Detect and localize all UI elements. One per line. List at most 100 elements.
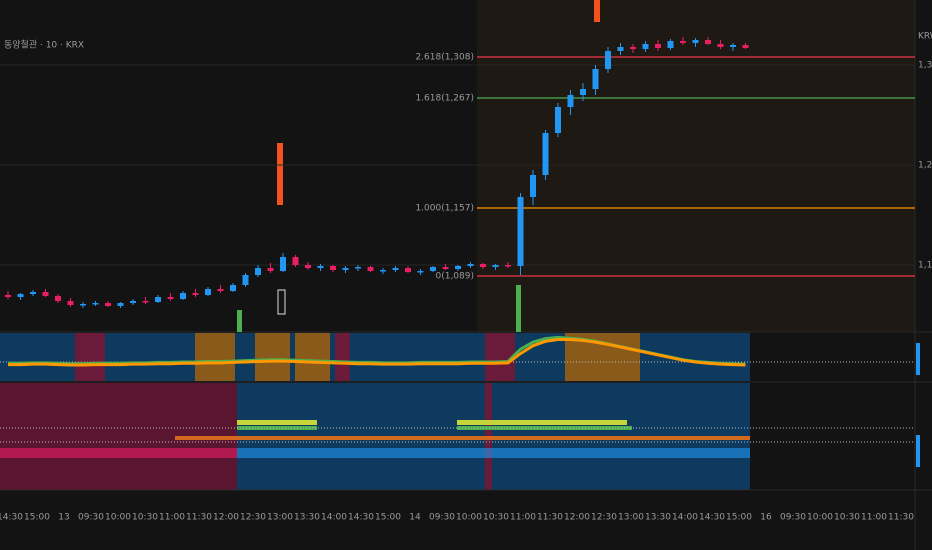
x-tick-label: 09:30 bbox=[429, 513, 455, 523]
candle-body bbox=[17, 294, 24, 297]
sell-signal bbox=[277, 143, 283, 205]
candle-body bbox=[117, 303, 124, 306]
candle-body bbox=[167, 297, 174, 299]
x-tick-label: 11:30 bbox=[888, 513, 914, 523]
candle-body bbox=[617, 47, 624, 51]
pane1-zone bbox=[335, 333, 350, 381]
pane2-signal bbox=[0, 448, 237, 458]
x-tick-label: 11:00 bbox=[159, 513, 185, 523]
candle-body bbox=[455, 266, 461, 269]
x-tick-label: 10:30 bbox=[834, 513, 860, 523]
x-tick-label: 09:30 bbox=[780, 513, 806, 523]
y-tick-label: 1,300 bbox=[918, 61, 932, 71]
currency-label: KRW bbox=[918, 32, 932, 42]
buy-signal bbox=[237, 310, 242, 332]
x-tick-label: 11:30 bbox=[537, 513, 563, 523]
candle-body bbox=[680, 41, 686, 43]
chart-title: 동양철관 · 10 · KRX bbox=[4, 40, 84, 51]
x-tick-label: 10:00 bbox=[105, 513, 131, 523]
candle-body bbox=[330, 266, 336, 270]
pane-marker bbox=[916, 343, 920, 375]
candle-body bbox=[567, 95, 574, 107]
x-tick-label: 13:00 bbox=[618, 513, 644, 523]
candle-body bbox=[230, 285, 236, 291]
x-tick-label: 10:00 bbox=[456, 513, 482, 523]
candle-body bbox=[505, 265, 511, 267]
x-tick-label: 15:00 bbox=[24, 513, 50, 523]
candle-body bbox=[355, 267, 361, 269]
x-tick-label: 12:30 bbox=[240, 513, 266, 523]
candle-body bbox=[192, 293, 199, 295]
candle-body bbox=[367, 267, 374, 271]
fib-label: 1.000(1,157) bbox=[415, 204, 474, 214]
candle-body bbox=[80, 304, 86, 306]
x-tick-label: 14:00 bbox=[672, 513, 698, 523]
candle-body bbox=[692, 40, 699, 43]
candle-body bbox=[642, 44, 649, 49]
x-tick-label: 09:30 bbox=[78, 513, 104, 523]
candle-body bbox=[742, 45, 749, 48]
x-tick-label: 14 bbox=[409, 513, 421, 523]
candle-body bbox=[305, 265, 311, 268]
signal-box bbox=[277, 289, 286, 315]
candle-body bbox=[430, 267, 436, 271]
x-tick-label: 15:00 bbox=[375, 513, 401, 523]
candle-body bbox=[667, 41, 674, 48]
pane2-signal bbox=[237, 448, 750, 458]
candle-body bbox=[492, 265, 499, 267]
pane2-bar bbox=[457, 420, 627, 425]
x-tick-label: 15:00 bbox=[726, 513, 752, 523]
fib-label: 2.618(1,308) bbox=[415, 53, 474, 63]
fib-zone bbox=[477, 0, 915, 332]
buy-signal bbox=[516, 285, 521, 332]
x-tick-label: 11:30 bbox=[186, 513, 212, 523]
oscillator-line bbox=[8, 338, 746, 367]
pane1-zone bbox=[195, 333, 235, 381]
x-tick-label: 12:00 bbox=[564, 513, 590, 523]
pane1-zone bbox=[295, 333, 330, 381]
candle-body bbox=[592, 69, 599, 89]
x-tick-label: 12:00 bbox=[213, 513, 239, 523]
candle-body bbox=[55, 296, 61, 301]
candle-body bbox=[380, 270, 386, 272]
candle-body bbox=[730, 45, 736, 47]
sell-signal bbox=[594, 0, 600, 22]
pane1-zone bbox=[255, 333, 290, 381]
candle-body bbox=[442, 267, 449, 269]
candle-body bbox=[417, 271, 424, 273]
candle-body bbox=[142, 301, 149, 303]
x-tick-label: 11:00 bbox=[510, 513, 536, 523]
candle-body bbox=[292, 257, 299, 265]
candle-body bbox=[255, 268, 261, 275]
candle-body bbox=[517, 197, 524, 266]
y-tick-label: 1,100 bbox=[918, 261, 932, 271]
candle-body bbox=[242, 275, 249, 285]
pane2-bar bbox=[175, 436, 750, 440]
candle-body bbox=[130, 301, 136, 303]
candle-body bbox=[205, 289, 211, 295]
y-tick-label: 1,200 bbox=[918, 161, 932, 171]
pane1-zone bbox=[75, 333, 105, 381]
candle-body bbox=[267, 268, 274, 271]
candle-body bbox=[630, 47, 636, 49]
x-tick-label: 10:30 bbox=[132, 513, 158, 523]
candle-body bbox=[405, 268, 411, 272]
candle-body bbox=[317, 266, 324, 268]
x-tick-label: 10:00 bbox=[807, 513, 833, 523]
candle-body bbox=[67, 301, 74, 305]
pane2-bar bbox=[457, 426, 632, 430]
candle-body bbox=[605, 51, 611, 69]
candle-body bbox=[555, 107, 561, 133]
pane2-bar bbox=[237, 420, 317, 425]
candle-body bbox=[392, 268, 399, 270]
pane-marker bbox=[916, 435, 920, 467]
candle-body bbox=[717, 44, 724, 47]
x-tick-label: 13 bbox=[58, 513, 69, 523]
candle-body bbox=[342, 268, 349, 270]
candle-body bbox=[5, 295, 11, 297]
candle-body bbox=[217, 289, 224, 291]
x-tick-label: 14:00 bbox=[321, 513, 347, 523]
candle-body bbox=[105, 303, 111, 306]
x-tick-label: 14:30 bbox=[699, 513, 725, 523]
